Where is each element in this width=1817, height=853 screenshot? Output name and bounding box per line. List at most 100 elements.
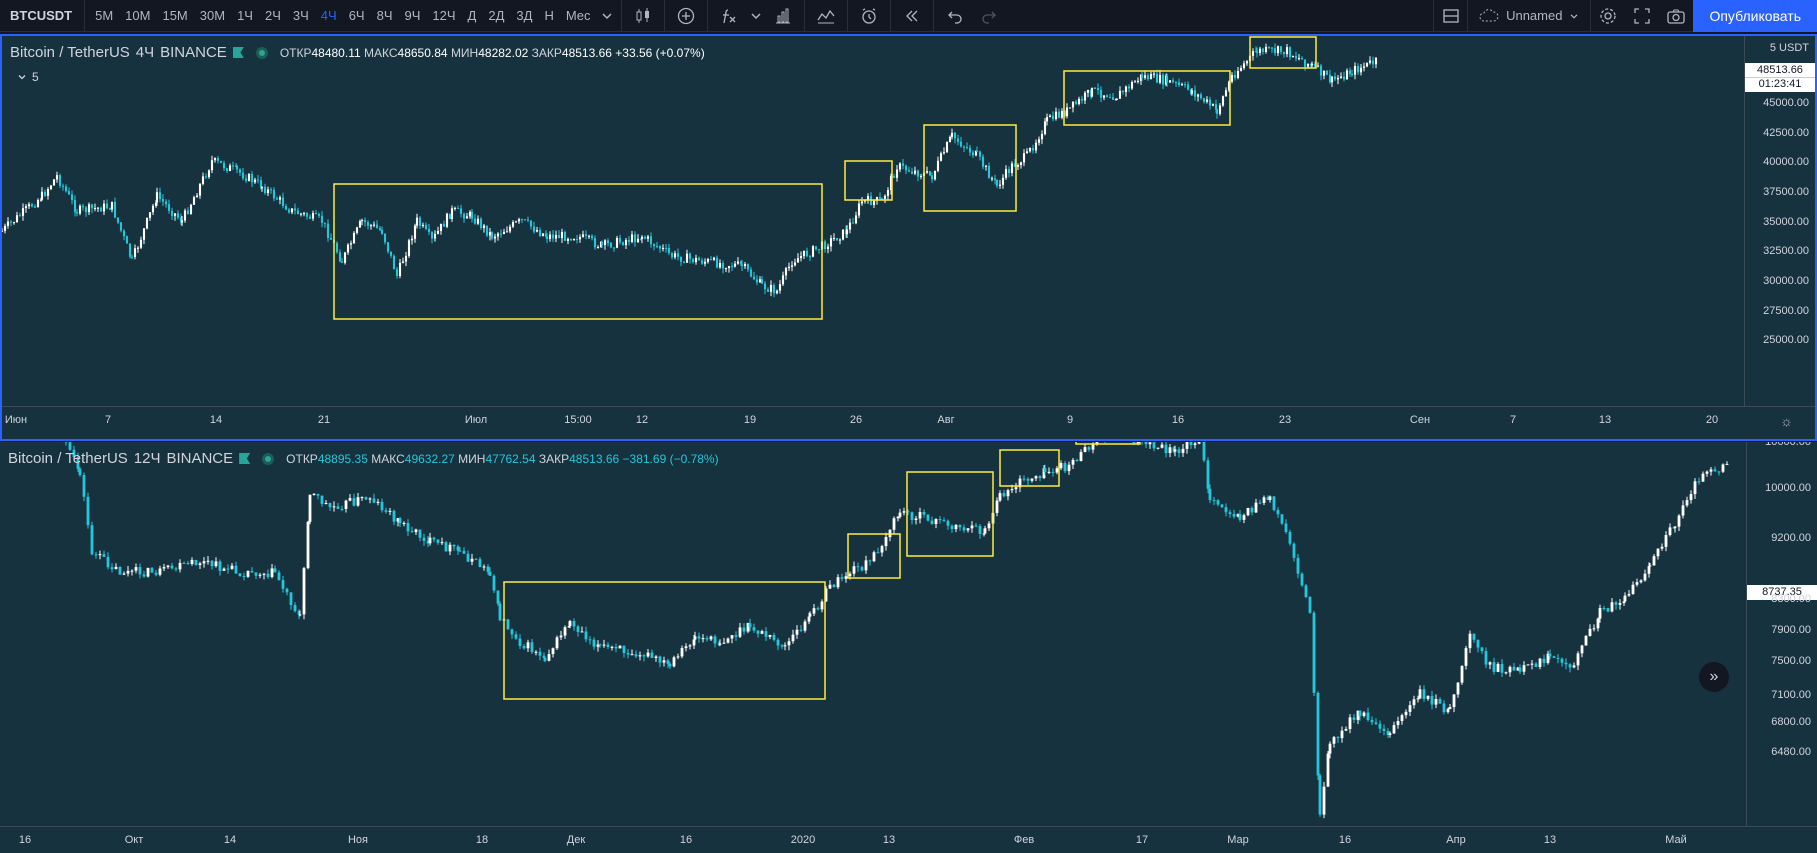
price-tick: 6480.00 [1771, 746, 1811, 758]
chart-pane-4h[interactable]: Bitcoin / TetherUS 4Ч BINANCE ОТКР48480.… [0, 34, 1817, 441]
highlight-box[interactable] [1249, 36, 1317, 69]
layout-grid-icon[interactable] [1433, 0, 1467, 32]
price-tick: 40000.00 [1763, 156, 1809, 168]
candle [835, 237, 839, 241]
interval-7[interactable]: 4Ч [320, 7, 337, 23]
indicators-dropdown-icon[interactable] [746, 0, 766, 32]
highlight-box[interactable] [1075, 442, 1141, 445]
highlight-box[interactable] [923, 124, 1017, 212]
candles-icon[interactable] [626, 0, 660, 32]
time-tick: 15:00 [564, 414, 592, 426]
chart-canvas-4h[interactable] [2, 36, 1744, 406]
financials-icon[interactable] [766, 0, 800, 32]
highlight-box[interactable] [844, 160, 893, 201]
market-status-icon[interactable] [255, 46, 268, 59]
symbol-title[interactable]: Bitcoin / TetherUS [10, 44, 130, 61]
candle [110, 201, 114, 213]
candle [1228, 509, 1232, 518]
interval-12[interactable]: Д [467, 7, 477, 23]
interval-8[interactable]: 6Ч [348, 7, 365, 23]
candle [1250, 506, 1254, 516]
candle [1251, 48, 1255, 61]
candle [938, 516, 942, 524]
candle [430, 230, 434, 244]
interval-5[interactable]: 2Ч [264, 7, 281, 23]
symbol-search[interactable]: BTCUSDT [0, 0, 86, 32]
candle [1205, 96, 1209, 104]
candle [652, 243, 656, 251]
alert-clock-icon[interactable] [852, 0, 886, 32]
chart-canvas-12h[interactable] [0, 442, 1746, 826]
price-unit[interactable]: 5 USDT [1769, 42, 1809, 54]
flag-icon[interactable] [232, 47, 244, 58]
gear-icon[interactable] [1591, 0, 1625, 32]
symbol-title[interactable]: Bitcoin / TetherUS [8, 450, 128, 467]
candle [563, 230, 567, 242]
candle [49, 184, 53, 191]
interval-9[interactable]: 8Ч [376, 7, 393, 23]
highlight-box[interactable] [906, 471, 994, 557]
candle [316, 493, 320, 500]
highlight-box[interactable] [847, 533, 901, 579]
flag-icon[interactable] [239, 453, 251, 464]
time-tick: 18 [475, 834, 489, 846]
market-status-icon[interactable] [262, 452, 275, 465]
interval-2[interactable]: 15М [162, 7, 188, 23]
highlight-box[interactable] [333, 183, 823, 320]
interval-0[interactable]: 5М [95, 7, 114, 23]
camera-icon[interactable] [1659, 0, 1693, 32]
candle [864, 555, 868, 574]
interval-6[interactable]: 3Ч [292, 7, 309, 23]
price-scale-4h[interactable]: 5 USDT 48513.66 01:23:41 45000.00 42500.0… [1744, 36, 1815, 406]
candle [40, 187, 44, 201]
candle [724, 267, 728, 273]
time-tick: Апр [1446, 834, 1466, 846]
interval-dropdown-icon[interactable] [597, 0, 617, 32]
interval-3[interactable]: 30М [199, 7, 226, 23]
interval-1[interactable]: 10М [125, 7, 151, 23]
highlight-box[interactable] [1063, 70, 1231, 126]
time-scale-4h[interactable]: ☼ Июн 7 14 21 Июл 15:00 12 19 26 Авг 9 16 23 Сен 7 13 20 [2, 406, 1815, 439]
price-tick: 10000.00 [1765, 482, 1811, 494]
candle [764, 627, 768, 642]
interval-15[interactable]: Н [544, 7, 554, 23]
interval-10[interactable]: 9Ч [404, 7, 421, 23]
interval-14[interactable]: 3Д [516, 7, 533, 23]
price-tick: 27500.00 [1763, 305, 1809, 317]
highlight-box[interactable] [503, 581, 826, 700]
time-scale-12h[interactable]: 16 Окт 14 Ноя 18 Дек 16 2020 13 Фев 17 Мар 16 Апр 13 Ма… [0, 826, 1817, 853]
candle [1156, 447, 1160, 450]
undo-icon[interactable] [938, 0, 972, 32]
candle [1353, 62, 1357, 80]
candle [758, 276, 762, 283]
candle [826, 243, 830, 254]
candle [658, 245, 662, 253]
price-scale-12h[interactable]: 8737.35 10600.00 10000.00 9200.00 8300.00 79… [1746, 442, 1817, 826]
interval-4[interactable]: 1Ч [237, 7, 253, 23]
interval-16[interactable]: Мес [565, 7, 591, 23]
fullscreen-icon[interactable] [1625, 0, 1659, 32]
scroll-to-realtime-button[interactable]: » [1699, 662, 1729, 692]
templates-icon[interactable] [809, 0, 843, 32]
candle [1130, 80, 1134, 90]
layout-name-button[interactable]: Unnamed [1467, 0, 1592, 32]
publish-button[interactable]: Опубликовать [1693, 0, 1817, 32]
highlight-box[interactable] [999, 449, 1060, 487]
chart-pane-12h[interactable]: Bitcoin / TetherUS 12Ч BINANCE ОТКР48895… [0, 442, 1817, 853]
candle [1418, 685, 1422, 700]
candle [532, 221, 536, 234]
price-tick: 8300.00 [1771, 593, 1811, 605]
candle [329, 233, 333, 240]
candle [962, 524, 966, 533]
compare-plus-icon[interactable] [669, 0, 703, 32]
candle [1408, 701, 1412, 716]
indicators-fx-icon[interactable] [712, 0, 746, 32]
indicators-collapse-button[interactable]: 5 [12, 67, 44, 87]
scale-settings-icon[interactable]: ☼ [1780, 413, 1793, 429]
interval-11[interactable]: 12Ч [432, 7, 456, 23]
candle [746, 263, 750, 272]
interval-13[interactable]: 2Д [488, 7, 505, 23]
redo-icon[interactable] [972, 0, 1006, 32]
candle [216, 156, 220, 164]
replay-icon[interactable] [895, 0, 929, 32]
